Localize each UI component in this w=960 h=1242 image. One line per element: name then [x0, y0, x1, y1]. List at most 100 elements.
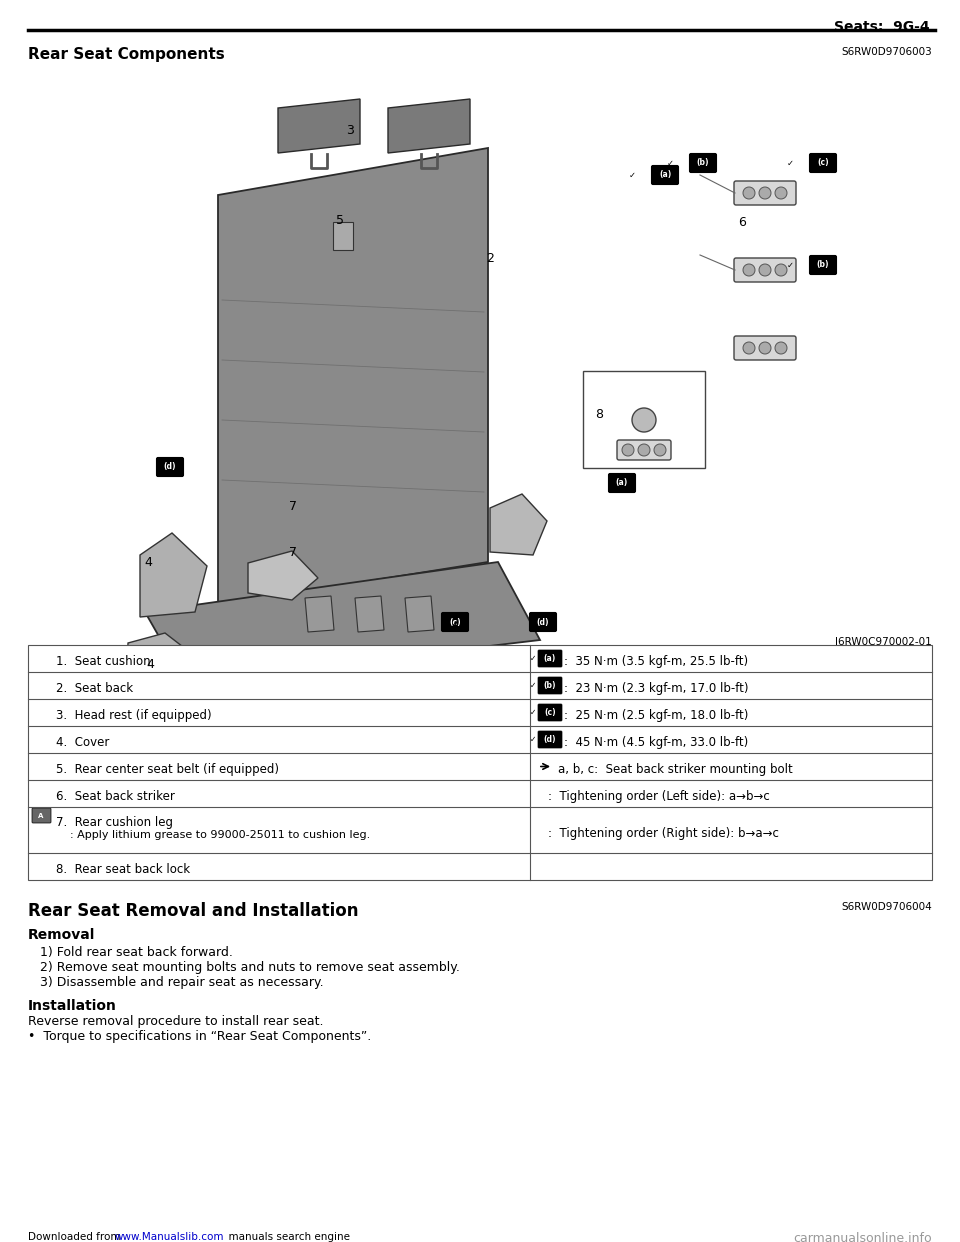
FancyBboxPatch shape: [583, 371, 705, 468]
Circle shape: [775, 342, 787, 354]
Text: (b): (b): [543, 681, 556, 691]
Text: 4.  Cover: 4. Cover: [56, 737, 109, 749]
Text: Downloaded from: Downloaded from: [28, 1232, 124, 1242]
Text: 5: 5: [336, 214, 344, 226]
Polygon shape: [490, 494, 547, 555]
Polygon shape: [145, 561, 540, 682]
Text: Removal: Removal: [28, 928, 95, 941]
Text: :  23 N·m (2.3 kgf-m, 17.0 lb-ft): : 23 N·m (2.3 kgf-m, 17.0 lb-ft): [564, 682, 749, 696]
Text: I6RW0C970002-01: I6RW0C970002-01: [835, 637, 932, 647]
Polygon shape: [140, 533, 207, 617]
Text: ✓: ✓: [786, 159, 794, 168]
Bar: [28, 645, 932, 881]
Text: (d): (d): [164, 462, 177, 472]
FancyBboxPatch shape: [652, 165, 679, 185]
Text: Rear Seat Removal and Installation: Rear Seat Removal and Installation: [28, 902, 358, 920]
Text: (a): (a): [616, 478, 628, 488]
Text: S6RW0D9706004: S6RW0D9706004: [841, 902, 932, 912]
Text: Seats:  9G-4: Seats: 9G-4: [834, 20, 930, 34]
FancyBboxPatch shape: [734, 337, 796, 360]
Text: :  45 N·m (4.5 kgf-m, 33.0 lb-ft): : 45 N·m (4.5 kgf-m, 33.0 lb-ft): [564, 737, 748, 749]
Text: manuals search engine: manuals search engine: [222, 1232, 350, 1242]
FancyBboxPatch shape: [734, 258, 796, 282]
Text: (d): (d): [543, 735, 556, 744]
Text: •  Torque to specifications in “Rear Seat Components”.: • Torque to specifications in “Rear Seat…: [28, 1030, 372, 1043]
Text: 3) Disassemble and repair seat as necessary.: 3) Disassemble and repair seat as necess…: [40, 976, 324, 989]
Bar: [333, 222, 353, 250]
Polygon shape: [355, 596, 384, 632]
Polygon shape: [126, 633, 200, 692]
Circle shape: [743, 188, 755, 199]
Text: 7: 7: [289, 501, 297, 513]
Text: www.Manualslib.com: www.Manualslib.com: [115, 1232, 225, 1242]
Text: Reverse removal procedure to install rear seat.: Reverse removal procedure to install rea…: [28, 1015, 324, 1028]
Text: 7.  Rear cushion leg: 7. Rear cushion leg: [56, 816, 173, 828]
Text: ✓: ✓: [629, 170, 636, 180]
Circle shape: [638, 443, 650, 456]
Text: 2.  Seat back: 2. Seat back: [56, 682, 133, 696]
Text: ✓: ✓: [666, 159, 674, 168]
FancyBboxPatch shape: [530, 612, 557, 631]
FancyBboxPatch shape: [32, 809, 51, 823]
Text: (a): (a): [544, 655, 556, 663]
Text: 2) Remove seat mounting bolts and nuts to remove seat assembly.: 2) Remove seat mounting bolts and nuts t…: [40, 961, 460, 974]
Text: 1) Fold rear seat back forward.: 1) Fold rear seat back forward.: [40, 946, 233, 959]
FancyBboxPatch shape: [689, 154, 716, 173]
Text: a, b, c:  Seat back striker mounting bolt: a, b, c: Seat back striker mounting bolt: [558, 763, 793, 776]
Text: 8: 8: [595, 409, 603, 421]
Text: 1.  Seat cushion: 1. Seat cushion: [56, 655, 151, 668]
Text: :  Tightening order (Right side): b→a→c: : Tightening order (Right side): b→a→c: [548, 826, 779, 840]
Text: Rear Seat Components: Rear Seat Components: [28, 47, 225, 62]
Circle shape: [759, 265, 771, 276]
FancyBboxPatch shape: [538, 677, 562, 694]
Polygon shape: [305, 596, 334, 632]
Text: 2: 2: [486, 251, 494, 265]
FancyBboxPatch shape: [538, 650, 562, 667]
FancyBboxPatch shape: [809, 256, 836, 274]
FancyBboxPatch shape: [156, 457, 183, 477]
FancyBboxPatch shape: [609, 473, 636, 493]
Text: 6.  Seat back striker: 6. Seat back striker: [56, 790, 175, 804]
Text: carmanualsonline.info: carmanualsonline.info: [793, 1232, 932, 1242]
Text: ✓: ✓: [786, 261, 794, 270]
Text: (d): (d): [537, 617, 549, 626]
Text: ✓: ✓: [530, 655, 537, 663]
Text: 8.  Rear seat back lock: 8. Rear seat back lock: [56, 863, 190, 876]
Text: : Apply lithium grease to 99000-25011 to cushion leg.: : Apply lithium grease to 99000-25011 to…: [56, 830, 371, 840]
Circle shape: [759, 342, 771, 354]
Text: ✓: ✓: [530, 681, 537, 691]
Text: A: A: [38, 812, 44, 818]
Circle shape: [632, 409, 656, 432]
Text: Installation: Installation: [28, 999, 117, 1013]
Text: ✓: ✓: [530, 735, 537, 744]
FancyBboxPatch shape: [809, 154, 836, 173]
Text: (c): (c): [817, 159, 828, 168]
Polygon shape: [388, 99, 470, 153]
FancyBboxPatch shape: [617, 440, 671, 460]
Text: 4: 4: [146, 657, 154, 671]
Text: 6: 6: [738, 216, 746, 230]
FancyBboxPatch shape: [538, 704, 562, 722]
Text: 5.  Rear center seat belt (if equipped): 5. Rear center seat belt (if equipped): [56, 763, 279, 776]
Text: :  Tightening order (Left side): a→b→c: : Tightening order (Left side): a→b→c: [548, 790, 770, 804]
Circle shape: [622, 443, 634, 456]
Text: (b): (b): [817, 261, 829, 270]
Text: 4: 4: [144, 556, 152, 570]
Text: S6RW0D9706003: S6RW0D9706003: [841, 47, 932, 57]
Text: (b): (b): [697, 159, 709, 168]
Text: (c): (c): [449, 617, 461, 626]
Text: :  25 N·m (2.5 kgf-m, 18.0 lb-ft): : 25 N·m (2.5 kgf-m, 18.0 lb-ft): [564, 709, 749, 722]
Text: :  35 N·m (3.5 kgf-m, 25.5 lb-ft): : 35 N·m (3.5 kgf-m, 25.5 lb-ft): [564, 655, 748, 668]
Circle shape: [654, 443, 666, 456]
FancyBboxPatch shape: [734, 181, 796, 205]
Polygon shape: [248, 551, 318, 600]
Circle shape: [775, 265, 787, 276]
Polygon shape: [278, 99, 360, 153]
Text: (c): (c): [544, 708, 556, 717]
Polygon shape: [405, 596, 434, 632]
Circle shape: [743, 342, 755, 354]
Text: 3: 3: [346, 123, 354, 137]
Text: ✓: ✓: [530, 708, 537, 717]
FancyBboxPatch shape: [538, 732, 562, 748]
Text: 4: 4: [449, 622, 457, 636]
